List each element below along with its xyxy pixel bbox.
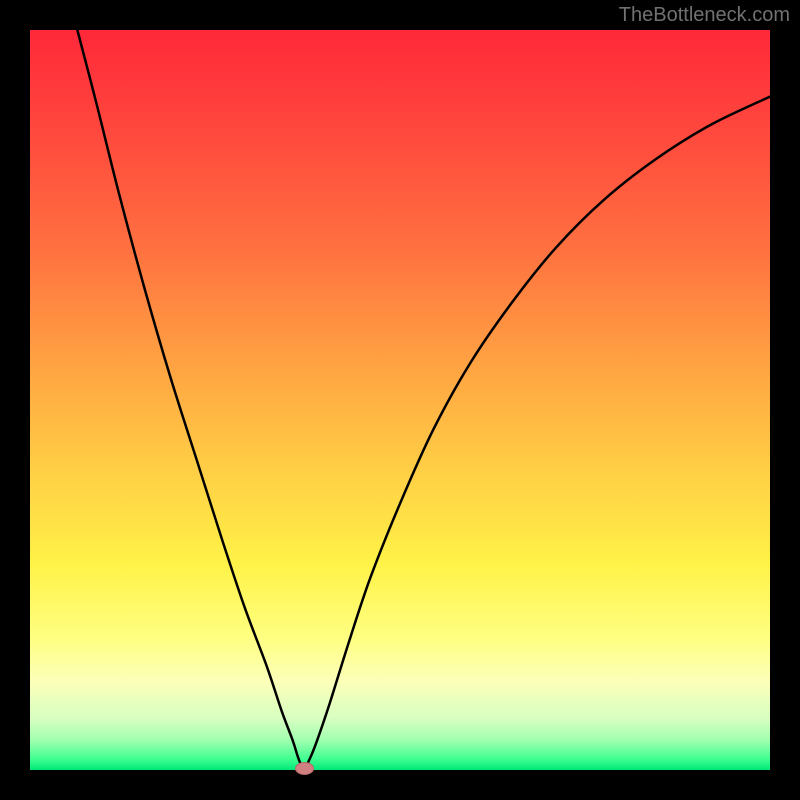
bottleneck-chart bbox=[0, 0, 800, 800]
chart-container: TheBottleneck.com bbox=[0, 0, 800, 800]
watermark-text: TheBottleneck.com bbox=[619, 4, 790, 27]
chart-plot-area bbox=[30, 30, 770, 770]
optimal-point-marker bbox=[296, 763, 314, 775]
